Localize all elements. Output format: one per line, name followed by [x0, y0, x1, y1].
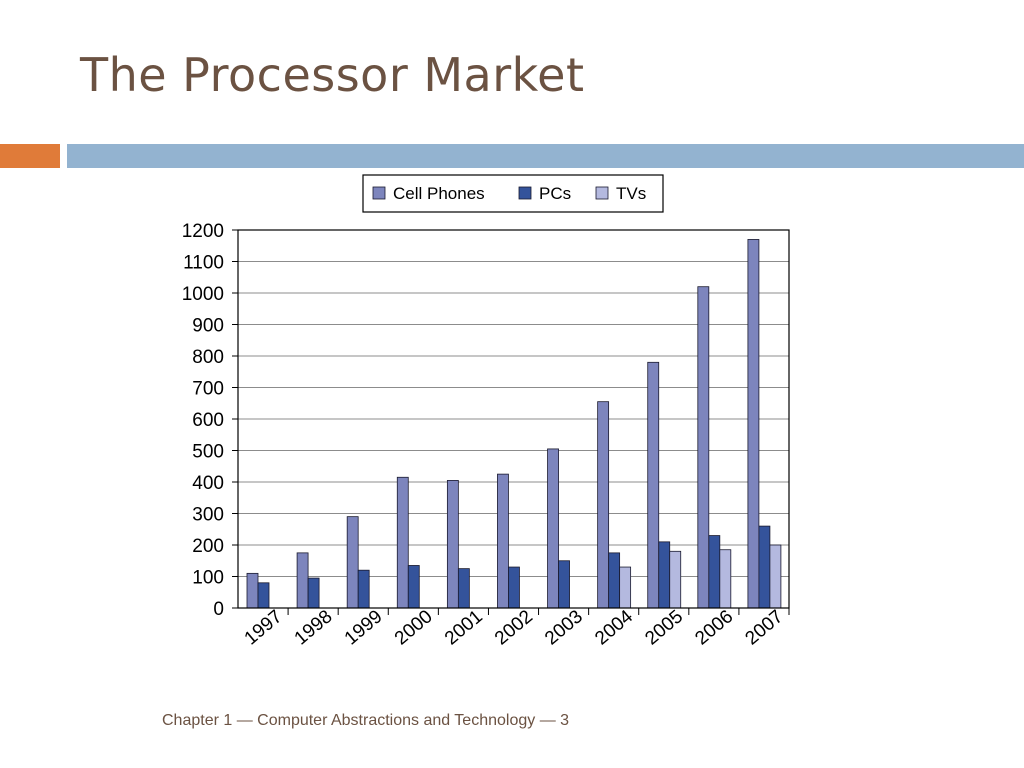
slide-footer: Chapter 1 — Computer Abstractions and Te… [162, 712, 570, 729]
bar-pcs [307, 577, 320, 609]
bar-pcs [407, 565, 420, 609]
bar-cell-phones [346, 516, 359, 609]
legend-label: Cell Phones [393, 184, 485, 203]
bar-pcs [608, 552, 621, 609]
bar-pcs [558, 560, 570, 609]
bar-cell-phones [296, 552, 309, 609]
bar-cell-phones [597, 401, 610, 609]
y-tick-label: 200 [192, 536, 224, 557]
x-tick-label: 2003 [541, 606, 587, 649]
x-tick-label: 2004 [591, 606, 637, 650]
x-tick-label: 1998 [291, 606, 337, 649]
y-tick-label: 900 [192, 316, 224, 337]
x-tick-label: 2000 [391, 606, 437, 649]
legend-swatch [595, 186, 609, 200]
y-tick-label: 100 [192, 568, 224, 589]
bar-pcs [758, 525, 771, 609]
bar-pcs [257, 582, 270, 609]
bar-cell-phones [246, 572, 259, 609]
x-tick-label: 1999 [341, 606, 387, 649]
bar-cell-phones [446, 480, 459, 609]
bar-cell-phones [697, 286, 710, 609]
bar-tvs [619, 566, 632, 609]
x-tick-label: 2007 [741, 606, 787, 649]
y-tick-label: 0 [213, 599, 224, 620]
legend-swatch [372, 186, 386, 200]
bar-tvs [769, 544, 782, 609]
bar-cell-phones [396, 476, 409, 609]
y-tick-label: 700 [192, 379, 224, 400]
x-tick-label: 2005 [641, 606, 687, 649]
accent-bar-orange [0, 144, 60, 168]
x-tick-label: 1997 [241, 606, 287, 649]
y-tick-label: 500 [192, 442, 224, 463]
slide-title: The Processor Market [80, 48, 585, 102]
bar-cell-phones [497, 473, 509, 609]
bar-pcs [658, 541, 671, 609]
y-tick-label: 800 [192, 347, 224, 368]
bar-cell-phones [647, 361, 660, 609]
bar-pcs [357, 569, 370, 609]
bar-tvs [669, 550, 682, 609]
y-tick-label: 400 [192, 473, 224, 494]
bar-cell-phones [747, 239, 760, 609]
accent-bar-blue [67, 144, 1024, 168]
y-tick-label: 1100 [183, 253, 224, 274]
bar-tvs [719, 549, 732, 609]
y-tick-label: 300 [192, 505, 224, 526]
x-tick-label: 2001 [441, 606, 487, 649]
y-tick-label: 1200 [182, 221, 224, 242]
x-tick-label: 2006 [691, 606, 737, 649]
bar-pcs [457, 568, 470, 609]
legend-label: PCs [539, 184, 571, 203]
plot-frame [237, 229, 790, 609]
legend-swatch [518, 186, 532, 200]
y-tick-label: 1000 [182, 284, 224, 305]
legend-box [362, 174, 664, 213]
bar-cell-phones [547, 448, 559, 609]
bar-pcs [708, 535, 721, 609]
y-tick-label: 600 [192, 410, 224, 431]
legend-label: TVs [616, 184, 646, 203]
bar-pcs [508, 566, 520, 609]
x-tick-label: 2002 [491, 606, 537, 649]
